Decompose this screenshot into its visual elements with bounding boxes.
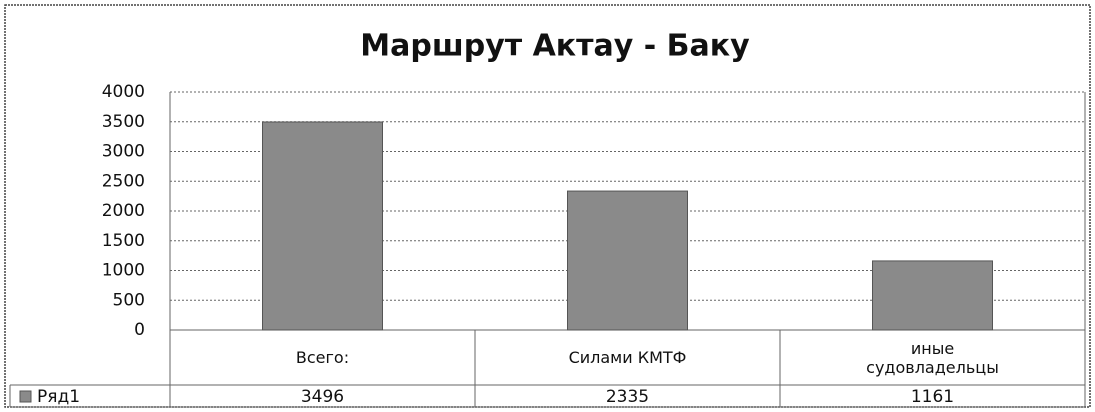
table-value: 1161 bbox=[911, 387, 954, 407]
y-tick-label: 0 bbox=[134, 320, 145, 340]
legend-key bbox=[19, 390, 32, 403]
bar bbox=[262, 121, 383, 331]
y-tick-label: 4000 bbox=[102, 82, 145, 102]
y-tick-label: 3000 bbox=[102, 142, 145, 162]
table-value: 3496 bbox=[301, 387, 344, 407]
legend-label: Ряд1 bbox=[37, 387, 80, 407]
x-tick-label: иные судовладельцы bbox=[866, 338, 999, 377]
y-tick-label: 1000 bbox=[102, 261, 145, 281]
table-value: 2335 bbox=[606, 387, 649, 407]
y-tick-label: 3500 bbox=[102, 112, 145, 132]
y-tick-label: 2500 bbox=[102, 171, 145, 191]
y-tick-label: 1500 bbox=[102, 231, 145, 251]
chart-title: Маршрут Актау - Баку bbox=[360, 29, 750, 64]
y-tick-label: 2000 bbox=[102, 201, 145, 221]
chart-border bbox=[4, 4, 1091, 408]
y-tick-label: 500 bbox=[113, 290, 145, 310]
bar bbox=[872, 260, 993, 331]
category-cell: Силами КМТФ bbox=[568, 348, 687, 367]
x-tick-label: Всего: bbox=[295, 348, 350, 367]
bar bbox=[567, 190, 688, 331]
x-tick-label: Силами КМТФ bbox=[568, 348, 687, 367]
category-cell: Всего: bbox=[295, 348, 350, 367]
category-cell: иные судовладельцы bbox=[866, 338, 999, 377]
